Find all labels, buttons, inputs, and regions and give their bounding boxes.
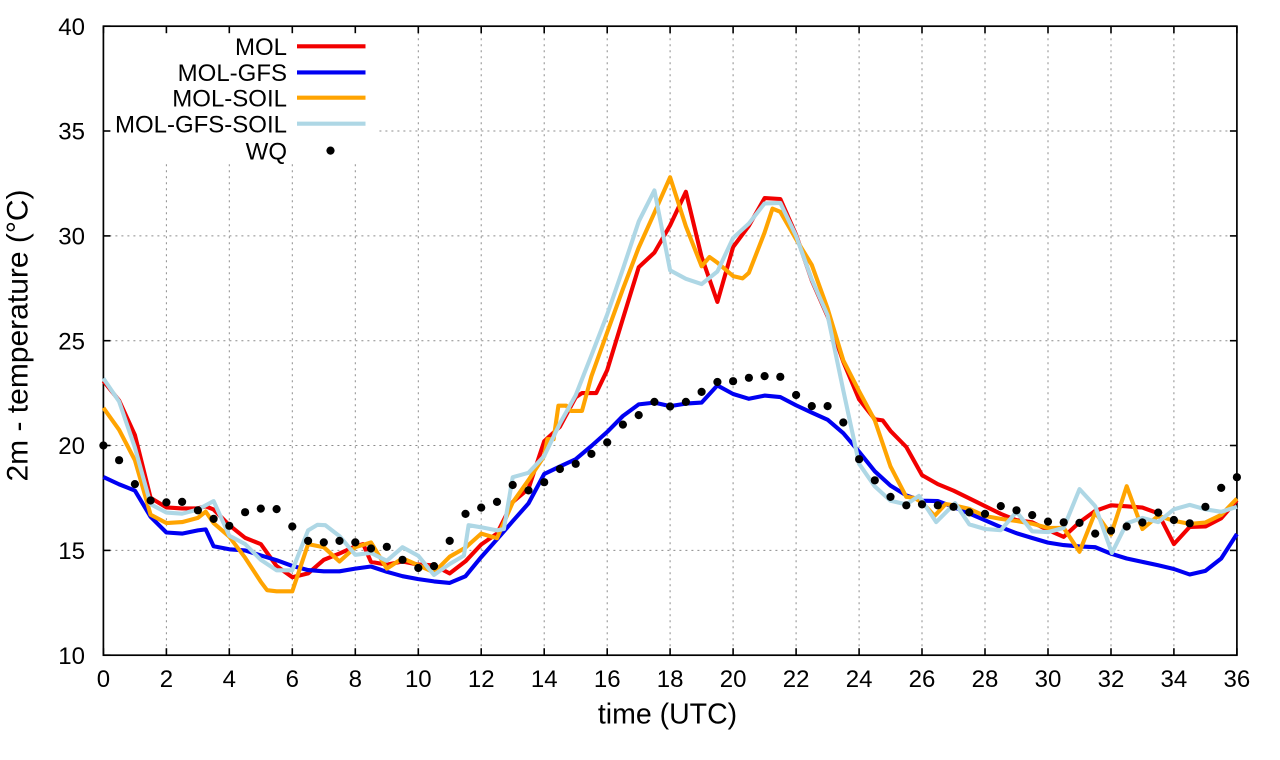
svg-text:36: 36 — [1224, 666, 1251, 693]
svg-text:18: 18 — [657, 666, 684, 693]
svg-text:MOL-SOIL: MOL-SOIL — [172, 85, 287, 112]
svg-text:12: 12 — [468, 666, 495, 693]
svg-text:26: 26 — [909, 666, 936, 693]
svg-text:MOL-GFS-SOIL: MOL-GFS-SOIL — [115, 111, 287, 138]
svg-text:0: 0 — [97, 666, 110, 693]
svg-text:20: 20 — [58, 433, 85, 460]
svg-text:40: 40 — [58, 14, 85, 41]
svg-text:4: 4 — [223, 666, 236, 693]
svg-text:30: 30 — [58, 224, 85, 251]
svg-text:time (UTC): time (UTC) — [598, 699, 737, 731]
svg-text:32: 32 — [1098, 666, 1125, 693]
svg-text:16: 16 — [594, 666, 621, 693]
svg-text:6: 6 — [286, 666, 299, 693]
svg-text:35: 35 — [58, 119, 85, 146]
svg-text:WQ: WQ — [246, 138, 287, 165]
svg-text:22: 22 — [783, 666, 810, 693]
svg-text:24: 24 — [846, 666, 873, 693]
svg-text:MOL: MOL — [235, 34, 287, 61]
svg-text:20: 20 — [720, 666, 747, 693]
svg-text:2: 2 — [160, 666, 173, 693]
svg-text:10: 10 — [58, 643, 85, 670]
svg-text:2m - temperature (°C): 2m - temperature (°C) — [2, 189, 35, 481]
svg-text:28: 28 — [972, 666, 999, 693]
svg-text:8: 8 — [349, 666, 362, 693]
svg-text:14: 14 — [531, 666, 558, 693]
svg-text:30: 30 — [1035, 666, 1062, 693]
svg-text:10: 10 — [405, 666, 432, 693]
svg-text:15: 15 — [58, 538, 85, 565]
svg-text:34: 34 — [1161, 666, 1188, 693]
svg-text:MOL-GFS: MOL-GFS — [178, 60, 287, 87]
svg-text:25: 25 — [58, 328, 85, 355]
